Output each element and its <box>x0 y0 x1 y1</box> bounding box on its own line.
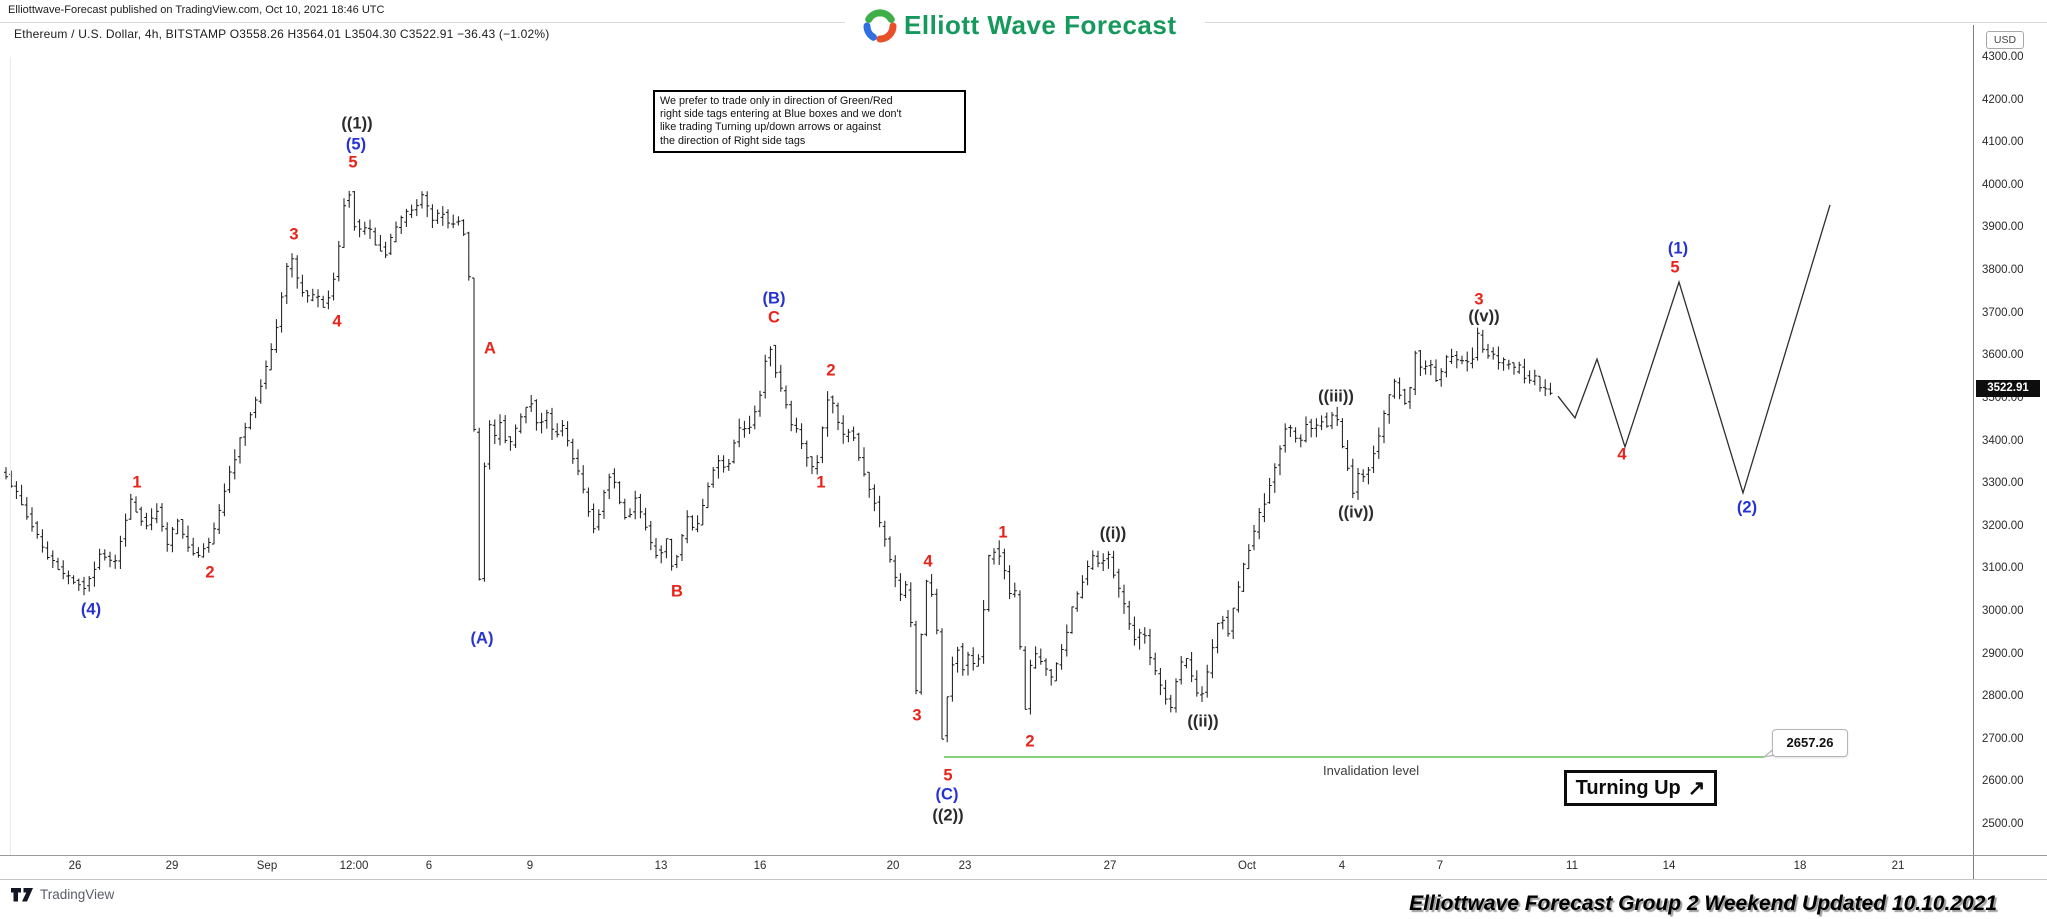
wave-label-b[interactable]: B <box>671 582 683 601</box>
wave-label-c[interactable]: C <box>768 308 780 327</box>
elliott-wave-forecast-logo-icon <box>860 6 900 51</box>
price-tick-label: 2700.00 <box>1982 732 2024 745</box>
note-line: right side tags entering at Blue boxes a… <box>660 108 902 121</box>
wave-label-4[interactable]: 4 <box>332 312 342 331</box>
wave-label-2[interactable]: 2 <box>1025 732 1035 751</box>
price-tick-label: 2800.00 <box>1982 690 2024 703</box>
price-tick-label: 2900.00 <box>1982 647 2024 660</box>
price-tick-label: 3100.00 <box>1982 562 2024 575</box>
time-tick-label: 21 <box>1891 860 1905 872</box>
price-tick-label: 4200.00 <box>1982 93 2024 106</box>
price-tick-label: 4300.00 <box>1982 51 2024 63</box>
price-tick-label: 2600.00 <box>1982 775 2024 788</box>
last-price-badge: 3522.91 <box>1976 379 2040 397</box>
wave-label-2[interactable]: (2) <box>1736 498 1758 517</box>
wave-label-b[interactable]: (B) <box>762 289 786 308</box>
wave-label-v[interactable]: ((v)) <box>1468 307 1500 326</box>
wave-label-a[interactable]: (A) <box>470 629 494 648</box>
time-axis-line <box>0 855 2047 856</box>
chart-left-edge <box>10 57 11 855</box>
invalidation-price-callout[interactable]: 2657.26 <box>1772 729 1848 757</box>
price-tick-label: 3000.00 <box>1982 604 2024 617</box>
time-tick-label: 4 <box>1338 860 1346 872</box>
time-tick-label: 11 <box>1566 860 1578 872</box>
wave-label-5[interactable]: (5) <box>345 135 367 154</box>
price-tick-label: 4100.00 <box>1982 136 2024 149</box>
wave-label-1[interactable]: ((1)) <box>341 114 373 133</box>
time-tick-label: Oct <box>1238 860 1256 872</box>
wave-label-5[interactable]: 5 <box>348 153 358 172</box>
time-tick-label: 7 <box>1436 860 1444 872</box>
invalidation-level-text[interactable]: Invalidation level <box>1323 763 1420 778</box>
price-tick-label: 3900.00 <box>1982 221 2024 234</box>
time-tick-label: 29 <box>165 860 179 872</box>
group-watermark: Elliottwave Forecast Group 2 Weekend Upd… <box>1409 892 1997 915</box>
price-tick-label: 3300.00 <box>1982 477 2024 490</box>
time-tick-label: 26 <box>68 860 82 872</box>
wave-label-4[interactable]: 4 <box>1617 445 1627 464</box>
wave-label-1[interactable]: 1 <box>998 523 1008 542</box>
wave-label-2[interactable]: 2 <box>826 361 836 380</box>
price-tick-label: 3200.00 <box>1982 519 2024 532</box>
wave-label-1[interactable]: 1 <box>816 473 826 492</box>
trading-note-box[interactable]: We prefer to trade only in direction of … <box>653 90 966 153</box>
wave-label-2[interactable]: ((2)) <box>932 806 964 825</box>
time-tick-label: 16 <box>753 860 767 872</box>
wave-label-4[interactable]: 4 <box>923 552 933 571</box>
price-tick-label: 4000.00 <box>1982 178 2024 191</box>
elliott-wave-forecast-logo-text: Elliott Wave Forecast <box>904 10 1177 40</box>
wave-label-a[interactable]: A <box>484 339 496 358</box>
note-line: the direction of Right side tags <box>660 134 806 147</box>
price-tick-label: 3800.00 <box>1982 264 2024 277</box>
wave-label-iii[interactable]: ((iii)) <box>1318 387 1354 406</box>
time-tick-label: 14 <box>1662 860 1676 872</box>
price-axis-line <box>1973 25 1974 879</box>
publish-info: Elliottwave-Forecast published on Tradin… <box>8 4 385 16</box>
currency-chip[interactable]: USD <box>1986 31 2024 49</box>
wave-label-3[interactable]: 3 <box>1474 290 1484 309</box>
wave-label-5[interactable]: 5 <box>943 766 953 785</box>
time-tick-label: 9 <box>526 860 534 872</box>
time-tick-label: 23 <box>958 860 972 872</box>
wave-label-5[interactable]: 5 <box>1670 258 1680 277</box>
price-tick-label: 3700.00 <box>1982 306 2024 319</box>
note-line: We prefer to trade only in direction of … <box>660 95 893 107</box>
turning-up-label: Turning Up <box>1575 776 1681 799</box>
wave-label-c[interactable]: (C) <box>935 785 959 804</box>
time-tick-label: 18 <box>1793 860 1807 872</box>
price-tick-label: 2500.00 <box>1982 818 2024 830</box>
note-line: like trading Turning up/down arrows or a… <box>660 121 881 134</box>
arrow-up-right-icon: ↗ <box>1687 776 1706 800</box>
time-tick-label: 13 <box>654 860 668 872</box>
time-tick-label: 20 <box>886 860 900 872</box>
wave-label-1[interactable]: 1 <box>132 473 142 492</box>
tradingview-logo-text: TradingView <box>40 887 115 902</box>
time-tick-label: Sep <box>256 860 278 872</box>
ohlc-bars <box>3 190 1553 743</box>
time-tick-label: 27 <box>1103 860 1117 872</box>
price-tick-label: 3600.00 <box>1982 349 2024 362</box>
wave-label-i[interactable]: ((i)) <box>1099 524 1127 543</box>
tradingview-logo-icon <box>11 888 33 902</box>
turning-up-signal-box[interactable]: Turning Up ↗ <box>1564 770 1717 806</box>
wave-label-ii[interactable]: ((ii)) <box>1187 712 1219 731</box>
price-tick-label: 3400.00 <box>1982 434 2024 447</box>
wave-label-3[interactable]: 3 <box>912 706 922 725</box>
wave-label-3[interactable]: 3 <box>289 225 299 244</box>
logo-background <box>845 6 1205 46</box>
wave-label-2[interactable]: 2 <box>205 563 215 582</box>
footer-divider <box>0 879 2047 880</box>
forecast-projection-line[interactable] <box>1557 204 1831 496</box>
symbol-ohlc-info[interactable]: Ethereum / U.S. Dollar, 4h, BITSTAMP O35… <box>14 27 550 41</box>
wave-label-1[interactable]: (1) <box>1667 239 1689 258</box>
time-tick-label: 6 <box>425 860 433 872</box>
time-tick-label: 12:00 <box>339 860 369 872</box>
wave-label-iv[interactable]: ((iv)) <box>1338 503 1374 522</box>
wave-label-4[interactable]: (4) <box>80 600 102 619</box>
tradingview-logo[interactable]: TradingView <box>10 886 114 903</box>
